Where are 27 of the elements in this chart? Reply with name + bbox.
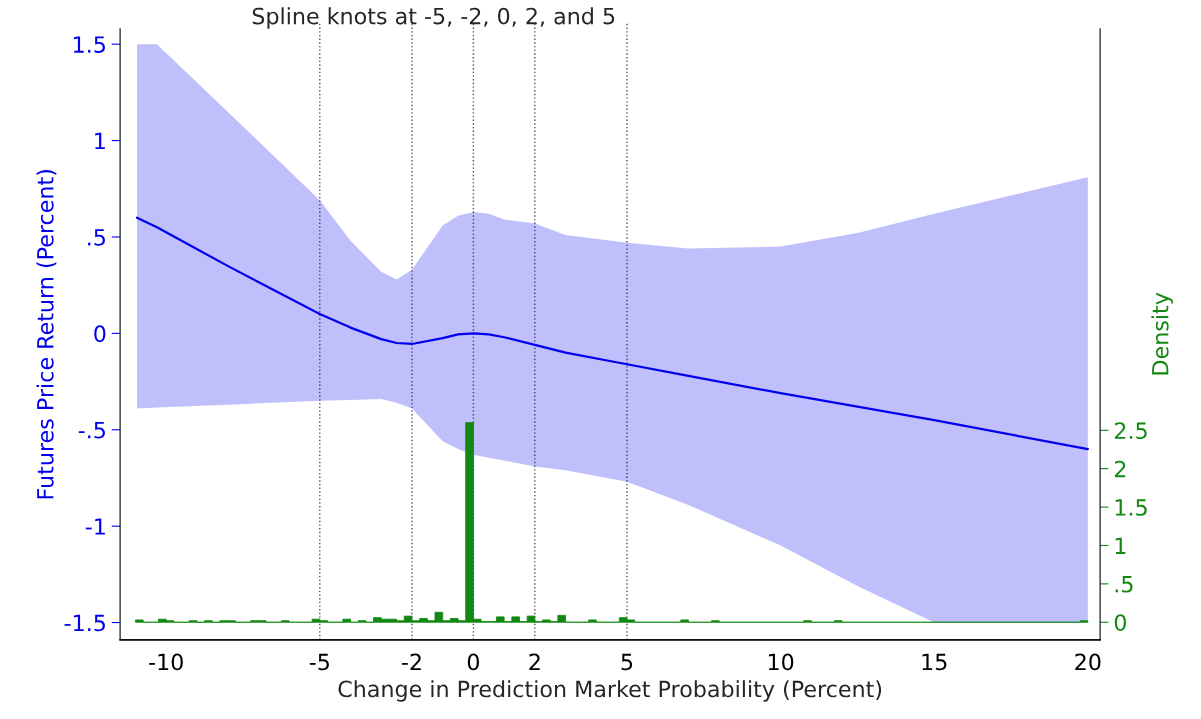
y-tick-label: -.5: [78, 422, 105, 439]
y2-axis-title: Density: [1151, 292, 1173, 375]
x-tick-label: 0: [467, 653, 479, 671]
x-axis-title: Change in Prediction Market Probability (Percent): [338, 680, 882, 702]
x-tick-label: -5: [309, 653, 329, 671]
y2-tick-label: 1.5: [1115, 499, 1147, 516]
y2-tick-label: 1: [1115, 537, 1126, 554]
line-series: [135, 216, 1089, 451]
x-tick-label: 20: [1075, 653, 1101, 671]
y2-tick-label: 2.5: [1114, 422, 1147, 440]
y-tick-label: -1: [85, 518, 105, 535]
y-tick-label: -1.5: [64, 614, 105, 632]
x-tick-label: 5: [621, 653, 633, 671]
y-tick-label: 1: [95, 132, 105, 150]
x-tick-label: 10: [768, 653, 794, 671]
y-tick-label: 1.5: [74, 36, 105, 53]
y2-tick-label: 0: [1114, 614, 1126, 632]
chart-title: Spline knots at -5, -2, 0, 2, and 5: [252, 7, 615, 29]
x-tick-label: -2: [401, 653, 421, 670]
y2-tick-label: .5: [1115, 576, 1133, 593]
y-axis-title: Futures Price Return (Percent): [36, 170, 57, 499]
y-tick-label: .5: [88, 229, 105, 246]
x-tick-label: 15: [922, 653, 947, 671]
x-tick-label: 2: [529, 653, 540, 670]
y2-tick-label: 2: [1114, 460, 1126, 478]
x-tick-label: -10: [149, 653, 183, 671]
y-tick-label: 0: [94, 325, 106, 343]
